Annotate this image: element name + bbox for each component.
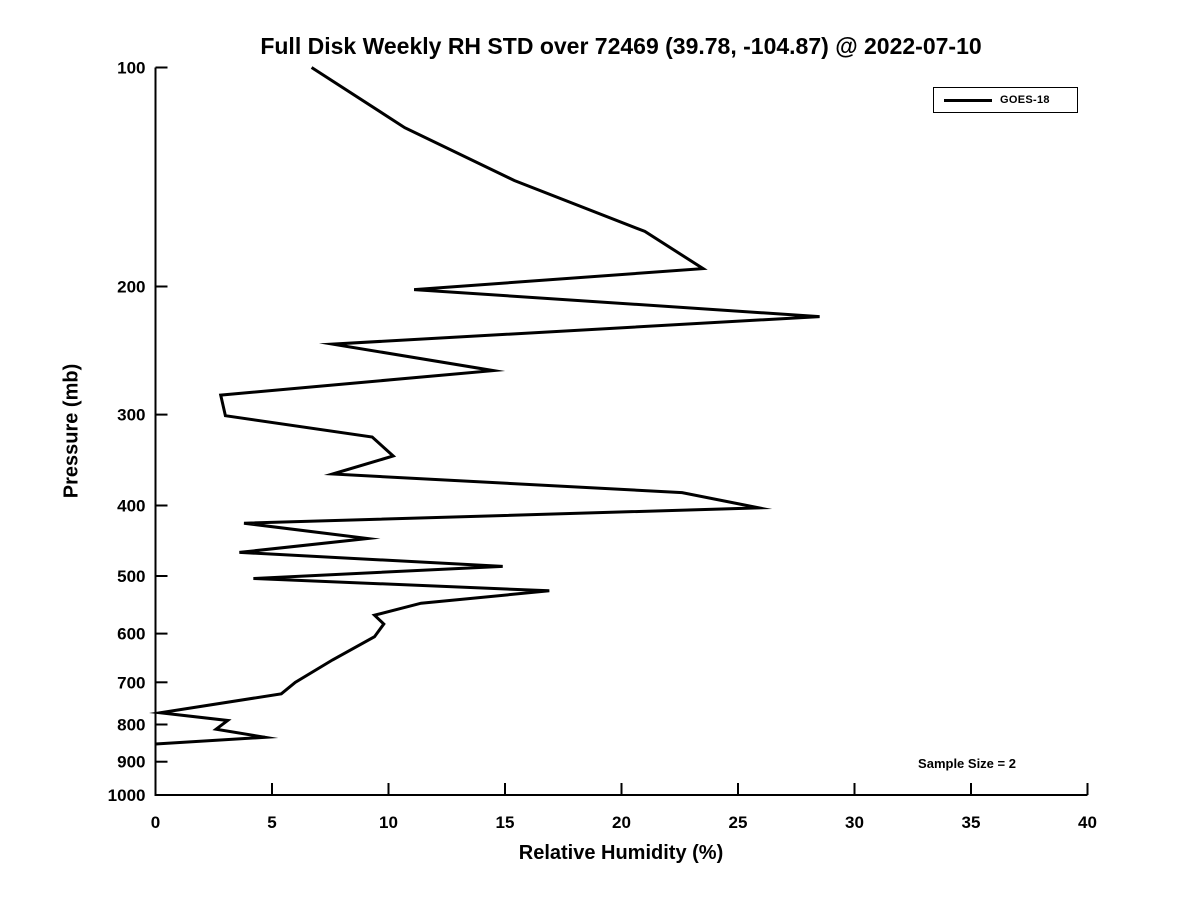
y-tick-label: 300	[117, 406, 145, 425]
y-tick-label: 100	[117, 59, 145, 78]
chart-title: Full Disk Weekly RH STD over 72469 (39.7…	[260, 33, 982, 59]
x-tick-label: 25	[729, 813, 748, 832]
sample-size-note: Sample Size = 2	[918, 756, 1016, 771]
x-tick-label: 10	[379, 813, 398, 832]
legend: GOES-18	[933, 87, 1078, 113]
x-tick-label: 35	[962, 813, 981, 832]
y-tick-label: 800	[117, 715, 145, 734]
y-tick-label: 900	[117, 753, 145, 772]
x-tick-label: 0	[151, 813, 160, 832]
x-tick-label: 5	[267, 813, 276, 832]
rh-std-line	[149, 66, 820, 746]
legend-line-swatch	[944, 98, 992, 102]
x-tick-label: 30	[845, 813, 864, 832]
x-tick-label: 40	[1078, 813, 1097, 832]
y-tick-label: 600	[117, 625, 145, 644]
legend-series-label: GOES-18	[1000, 94, 1050, 106]
x-tick-label: 20	[612, 813, 631, 832]
y-axis-label: Pressure (mb)	[60, 363, 83, 499]
y-tick-label: 700	[117, 673, 145, 692]
y-tick-label: 400	[117, 496, 145, 515]
x-axis-label: Relative Humidity (%)	[518, 842, 724, 864]
y-tick-label: 1000	[108, 786, 146, 805]
y-tick-label: 500	[117, 567, 145, 586]
x-tick-label: 15	[496, 813, 515, 832]
y-tick-label: 200	[117, 277, 145, 296]
